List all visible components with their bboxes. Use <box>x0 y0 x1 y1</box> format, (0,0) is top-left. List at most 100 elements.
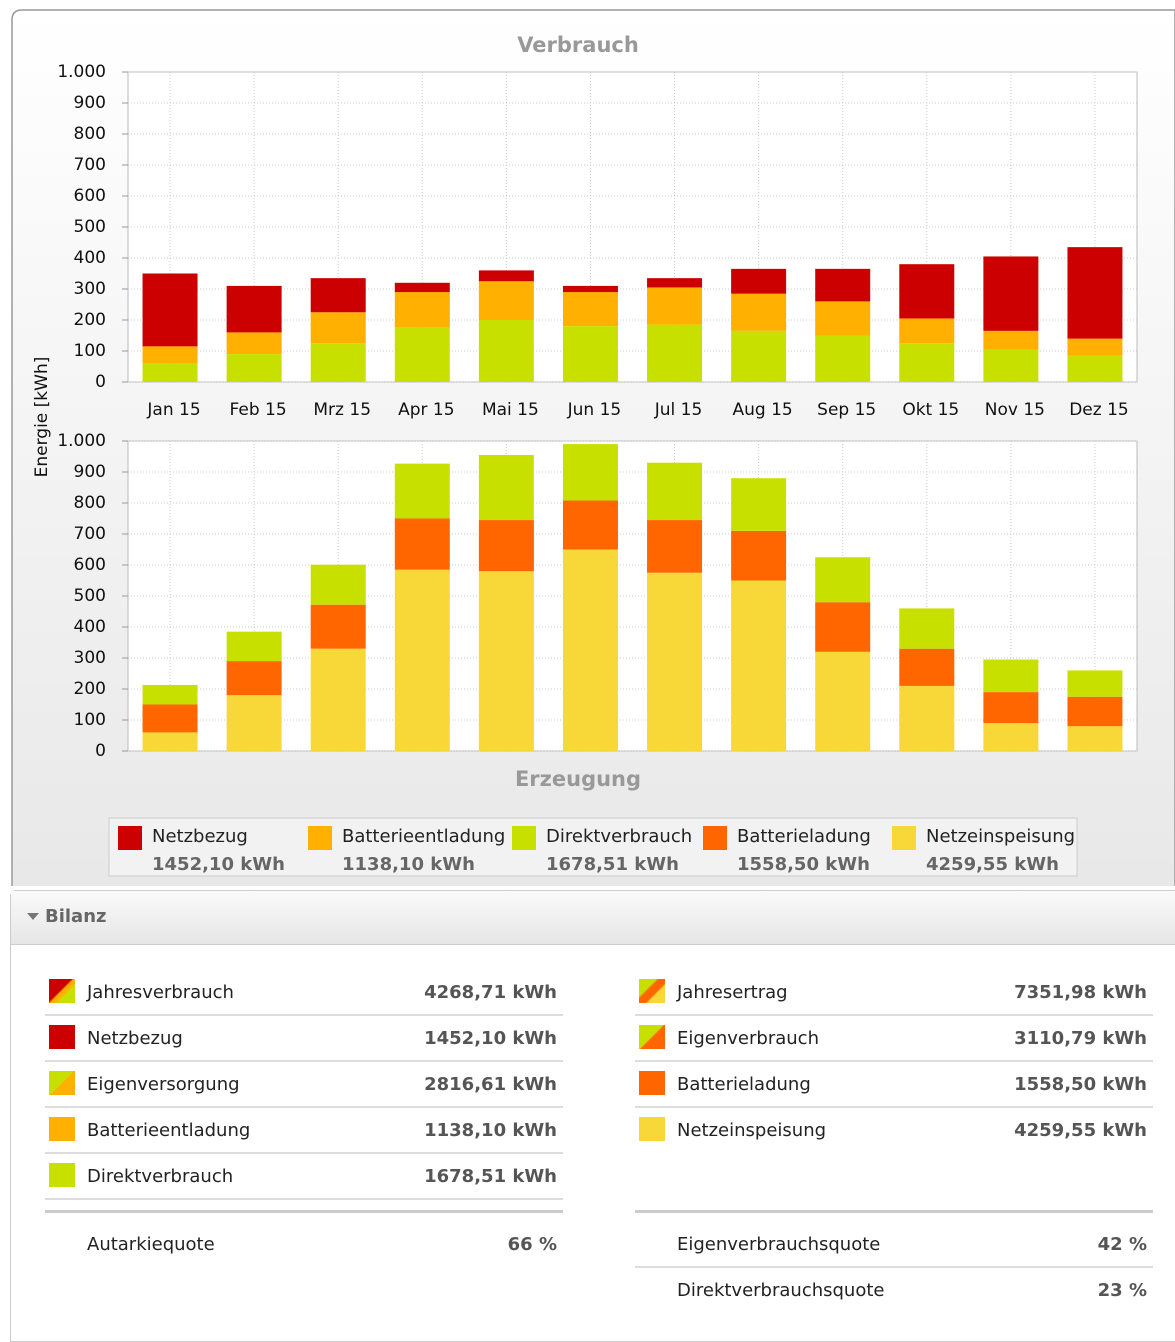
bilanz-header[interactable]: Bilanz <box>11 891 1175 945</box>
bar-segment <box>815 651 871 751</box>
quote-value: 66 % <box>507 1234 557 1255</box>
y-tick-label: 200 <box>74 679 106 699</box>
row-label: Batterieentladung <box>87 1120 251 1141</box>
bar-segment <box>1067 726 1123 751</box>
bar-segment <box>394 292 450 328</box>
bar-segment <box>647 278 703 288</box>
bar-segment <box>142 684 198 705</box>
bar-segment <box>310 278 366 313</box>
row-icon <box>639 979 665 1003</box>
quote-value: 42 % <box>1097 1234 1147 1255</box>
bar-segment <box>142 346 198 364</box>
chart-title: Verbrauch <box>517 33 639 57</box>
x-tick-label: Feb 15 <box>230 400 287 420</box>
bar-segment <box>983 349 1039 382</box>
row-icon <box>639 1071 665 1095</box>
y-tick-label: 500 <box>74 586 106 606</box>
row-value: 1678,51 kWh <box>424 1166 557 1187</box>
y-tick-label: 400 <box>74 248 106 268</box>
x-tick-label: Nov 15 <box>985 400 1045 420</box>
bar-segment <box>142 732 198 751</box>
row-value: 1558,50 kWh <box>1014 1074 1147 1095</box>
legend-total: 1138,10 kWh <box>342 854 475 875</box>
quote-label: Autarkiequote <box>87 1234 215 1255</box>
bar-segment <box>731 478 787 531</box>
y-axis-label: Energie [kWh] <box>32 357 52 478</box>
row-separator <box>45 1198 563 1200</box>
row-separator <box>635 1266 1153 1268</box>
row-label: Jahresverbrauch <box>87 982 234 1003</box>
row-separator <box>45 1152 563 1154</box>
bilanz-panel: Bilanz Jahresverbrauch 4268,71 kWh Netzbez… <box>10 890 1175 1342</box>
bilanz-row: Jahresverbrauch 4268,71 kWh <box>45 970 563 1016</box>
quote-row: Autarkiequote 66 % <box>45 1222 563 1268</box>
y-tick-label: 200 <box>74 310 106 330</box>
legend-label: Netzeinspeisung <box>926 826 1075 847</box>
y-tick-label: 800 <box>74 124 106 144</box>
bar-segment <box>983 256 1039 331</box>
row-separator <box>45 1014 563 1016</box>
x-tick-label: Aug 15 <box>733 400 793 420</box>
bar-segment <box>142 273 198 347</box>
section-separator <box>635 1210 1153 1213</box>
row-label: Direktverbrauch <box>87 1166 234 1187</box>
bar-segment <box>310 343 366 382</box>
row-label: Batterieladung <box>677 1074 811 1095</box>
bar-segment <box>310 312 366 344</box>
bar-segment <box>647 462 703 521</box>
bilanz-row: Jahresertrag 7351,98 kWh <box>635 970 1153 1016</box>
bar-segment <box>1067 247 1123 339</box>
row-label: Netzbezug <box>87 1028 183 1049</box>
bilanz-row: Netzeinspeisung 4259,55 kWh <box>635 1108 1153 1154</box>
row-value: 4259,55 kWh <box>1014 1120 1147 1141</box>
bar-segment <box>226 285 282 333</box>
section-separator <box>45 1210 563 1213</box>
bar-segment <box>226 332 282 355</box>
legend-total: 4259,55 kWh <box>926 854 1059 875</box>
bar-segment <box>731 293 787 331</box>
x-tick-label: Mai 15 <box>482 400 539 420</box>
row-separator <box>635 1014 1153 1016</box>
bar-segment <box>562 444 618 501</box>
bar-segment <box>815 301 871 336</box>
bar-segment <box>731 330 787 382</box>
legend-swatch <box>703 826 727 850</box>
bar-segment <box>731 268 787 294</box>
bar-segment <box>983 330 1039 350</box>
bar-segment <box>731 580 787 751</box>
bar-segment <box>394 518 450 570</box>
bar-segment <box>1067 696 1123 727</box>
bar-segment <box>1067 338 1123 356</box>
row-value: 3110,79 kWh <box>1014 1028 1147 1049</box>
quote-label: Eigenverbrauchsquote <box>677 1234 881 1255</box>
bar-segment <box>226 661 282 696</box>
row-value: 7351,98 kWh <box>1014 982 1147 1003</box>
y-tick-label: 600 <box>74 555 106 575</box>
x-tick-label: Jan 15 <box>146 400 200 420</box>
row-value: 1452,10 kWh <box>424 1028 557 1049</box>
quote-value: 23 % <box>1097 1280 1147 1301</box>
bar-segment <box>983 692 1039 724</box>
legend-swatch <box>308 826 332 850</box>
y-tick-label: 600 <box>74 186 106 206</box>
y-tick-label: 700 <box>74 524 106 544</box>
row-label: Eigenversorgung <box>87 1074 240 1095</box>
x-tick-label: Okt 15 <box>902 400 959 420</box>
y-tick-label: 900 <box>74 93 106 113</box>
row-separator <box>635 1106 1153 1108</box>
bar-segment <box>815 557 871 603</box>
legend-label: Netzbezug <box>152 826 248 847</box>
x-tick-label: Sep 15 <box>817 400 876 420</box>
bar-segment <box>815 335 871 382</box>
bar-segment <box>394 282 450 293</box>
bar-segment <box>226 695 282 751</box>
bar-segment <box>562 549 618 751</box>
bar-segment <box>899 685 955 751</box>
row-label: Jahresertrag <box>677 982 788 1003</box>
bar-segment <box>142 363 198 382</box>
bar-segment <box>983 659 1039 693</box>
bilanz-row: Batterieladung 1558,50 kWh <box>635 1062 1153 1108</box>
bilanz-row: Eigenversorgung 2816,61 kWh <box>45 1062 563 1108</box>
bar-segment <box>899 318 955 344</box>
